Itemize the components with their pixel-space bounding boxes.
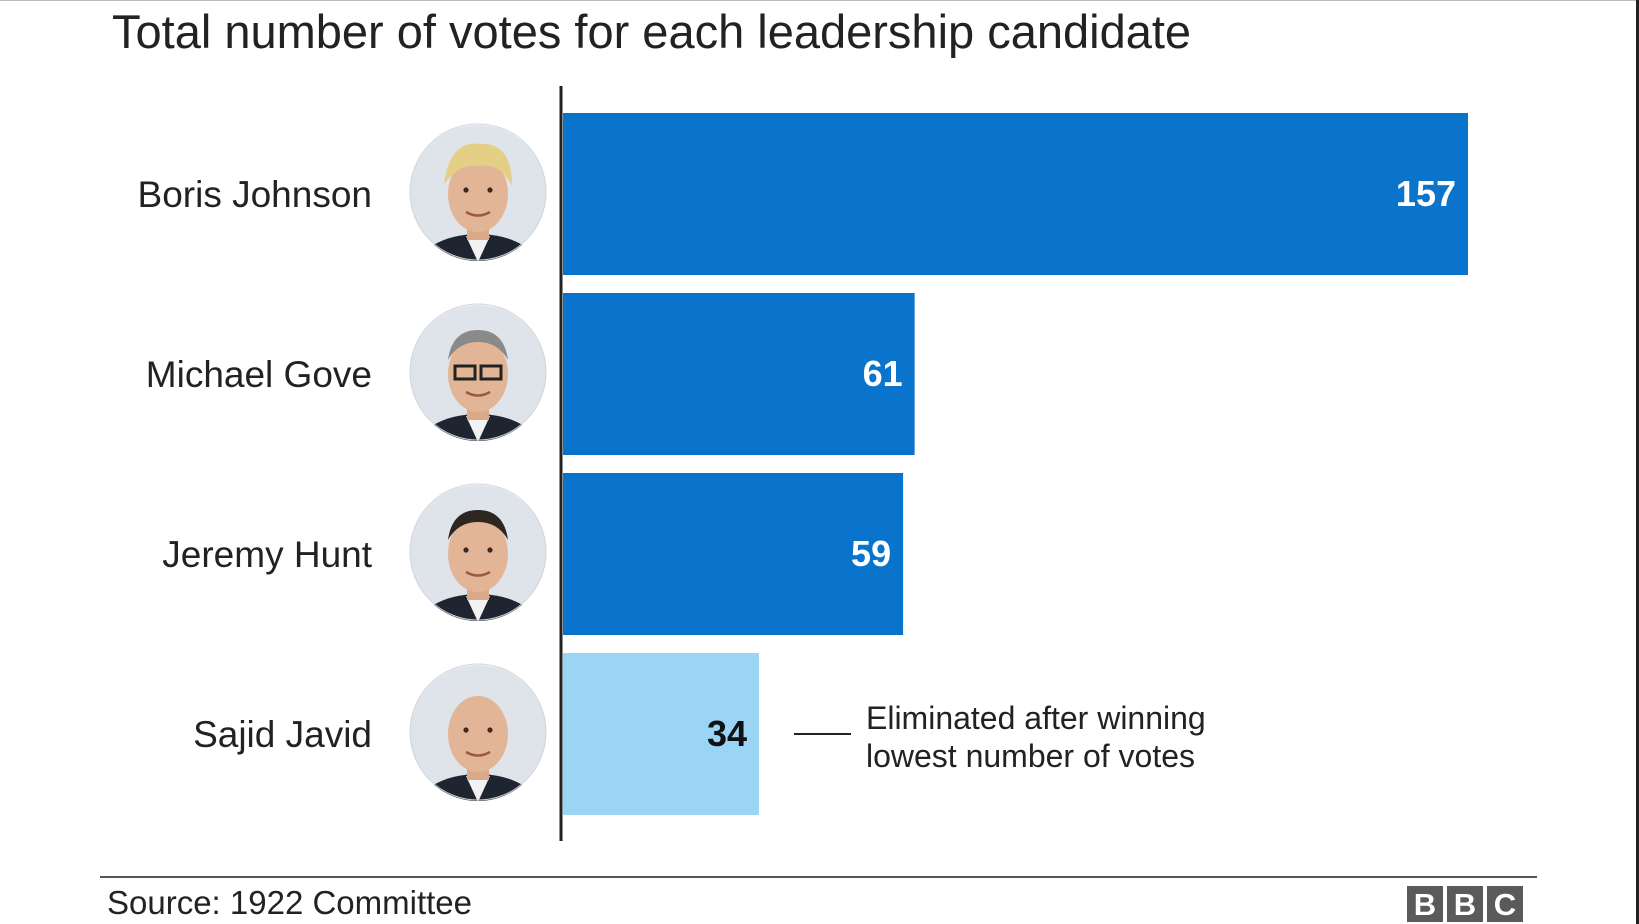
bar: [563, 113, 1468, 275]
portrait-shirt: [466, 236, 490, 261]
frame-right-edge: [1636, 0, 1639, 924]
portrait-suit: [416, 774, 540, 801]
chart-title: Total number of votes for each leadershi…: [112, 5, 1192, 58]
bar-value-label: 59: [851, 533, 891, 574]
bar-chart: 157 Boris Johnson 61 Michael Gove 59 Jeremy H…: [138, 86, 1468, 841]
footer-divider: [100, 876, 1537, 878]
bar: [563, 653, 759, 815]
bbc-logo: B B C: [1407, 886, 1523, 922]
portrait-ring: [409, 123, 547, 261]
portrait-mouth: [465, 570, 491, 577]
category-label: Boris Johnson: [138, 174, 372, 215]
annotation-text: Eliminated after winning: [866, 700, 1206, 736]
bbc-logo-letter: C: [1487, 886, 1523, 922]
portrait-ring: [409, 483, 547, 621]
portrait-face: [448, 696, 508, 772]
portrait-hair: [448, 510, 508, 540]
candidate-portrait: [410, 665, 546, 801]
bbc-logo-letter: B: [1447, 886, 1483, 922]
portrait-eye: [487, 727, 493, 733]
portrait-hair: [444, 143, 512, 186]
portrait-ring: [409, 663, 547, 801]
portrait-eye: [487, 547, 493, 553]
portrait-face: [448, 516, 508, 592]
bar-value-label: 157: [1396, 173, 1456, 214]
candidate-portrait: [410, 125, 546, 261]
portrait-face: [448, 336, 508, 412]
bbc-logo-letter: B: [1407, 886, 1443, 922]
portrait-hair: [448, 330, 508, 360]
frame-top-edge: [0, 0, 1639, 1]
category-label: Jeremy Hunt: [162, 534, 372, 575]
portrait-eye: [463, 547, 469, 553]
portrait-eye: [487, 187, 493, 193]
category-label: Michael Gove: [146, 354, 372, 395]
portrait-shirt: [466, 776, 490, 801]
portrait-glasses: [479, 364, 503, 381]
portrait-glasses: [453, 364, 477, 381]
portrait-suit: [416, 234, 540, 261]
portrait-suit: [416, 594, 540, 621]
portrait-face: [448, 156, 508, 232]
bar: [563, 473, 904, 635]
annotation-text: lowest number of votes: [866, 738, 1195, 774]
bar-value-label: 61: [863, 353, 903, 394]
portrait-shirt: [466, 416, 490, 441]
bar-value-label: 34: [707, 713, 747, 754]
candidate-portrait: [410, 485, 546, 621]
portrait-shirt: [466, 596, 490, 621]
portrait-ring: [409, 303, 547, 441]
portrait-mouth: [465, 390, 491, 397]
source-note: Source: 1922 Committee: [107, 884, 473, 921]
portrait-eye: [463, 187, 469, 193]
portrait-eye: [463, 727, 469, 733]
portrait-mouth: [465, 750, 491, 757]
bar: [563, 293, 915, 455]
portrait-mouth: [465, 210, 491, 217]
category-label: Sajid Javid: [193, 714, 372, 755]
portrait-suit: [416, 414, 540, 441]
candidate-portrait: [410, 305, 546, 441]
